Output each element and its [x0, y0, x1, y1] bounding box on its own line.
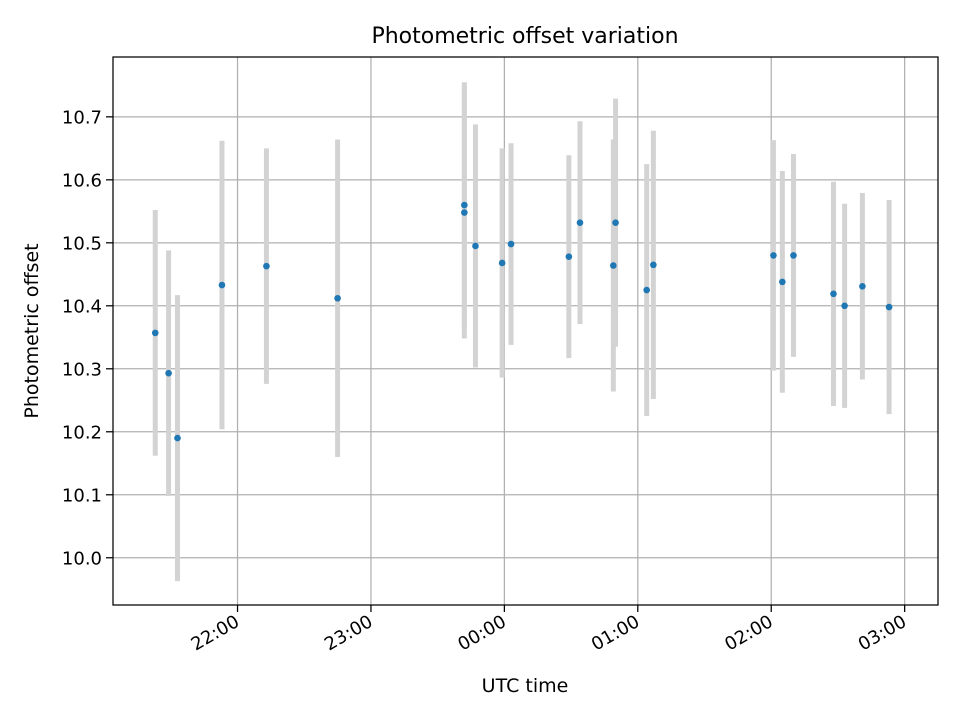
data-point [472, 242, 479, 250]
data-point [841, 302, 848, 310]
data-point [790, 252, 797, 259]
y-tick-label: 10.5 [62, 233, 102, 254]
y-tick-label: 10.7 [62, 107, 102, 128]
data-point [779, 278, 786, 286]
data-point [610, 262, 617, 269]
y-tick-label: 10.3 [62, 359, 102, 380]
data-point [830, 290, 837, 298]
data-point [643, 286, 650, 294]
data-point [507, 240, 515, 248]
data-point [885, 303, 893, 311]
data-points [151, 201, 893, 442]
data-point [576, 219, 584, 226]
y-tick-label: 10.2 [62, 422, 102, 443]
y-tick-label: 10.1 [62, 485, 102, 506]
y-tick-label: 10.0 [62, 548, 102, 569]
data-point [461, 209, 468, 216]
data-point [174, 434, 181, 442]
data-point [165, 369, 172, 377]
data-point [334, 294, 341, 302]
data-point [770, 252, 777, 259]
data-point [859, 282, 866, 290]
x-axis-label: UTC time [482, 675, 569, 697]
chart-title: Photometric offset variation [371, 24, 678, 49]
data-point [498, 259, 506, 267]
data-point [461, 201, 468, 209]
data-point [218, 281, 226, 289]
data-point [565, 253, 573, 260]
plot-frame [112, 56, 939, 606]
data-point [612, 219, 619, 226]
y-tick-label: 10.6 [62, 170, 102, 191]
data-point [263, 262, 270, 270]
y-tick-label: 10.4 [62, 296, 102, 317]
data-point [650, 261, 657, 269]
y-axis-label: Photometric offset [21, 243, 43, 418]
data-point [151, 329, 159, 337]
